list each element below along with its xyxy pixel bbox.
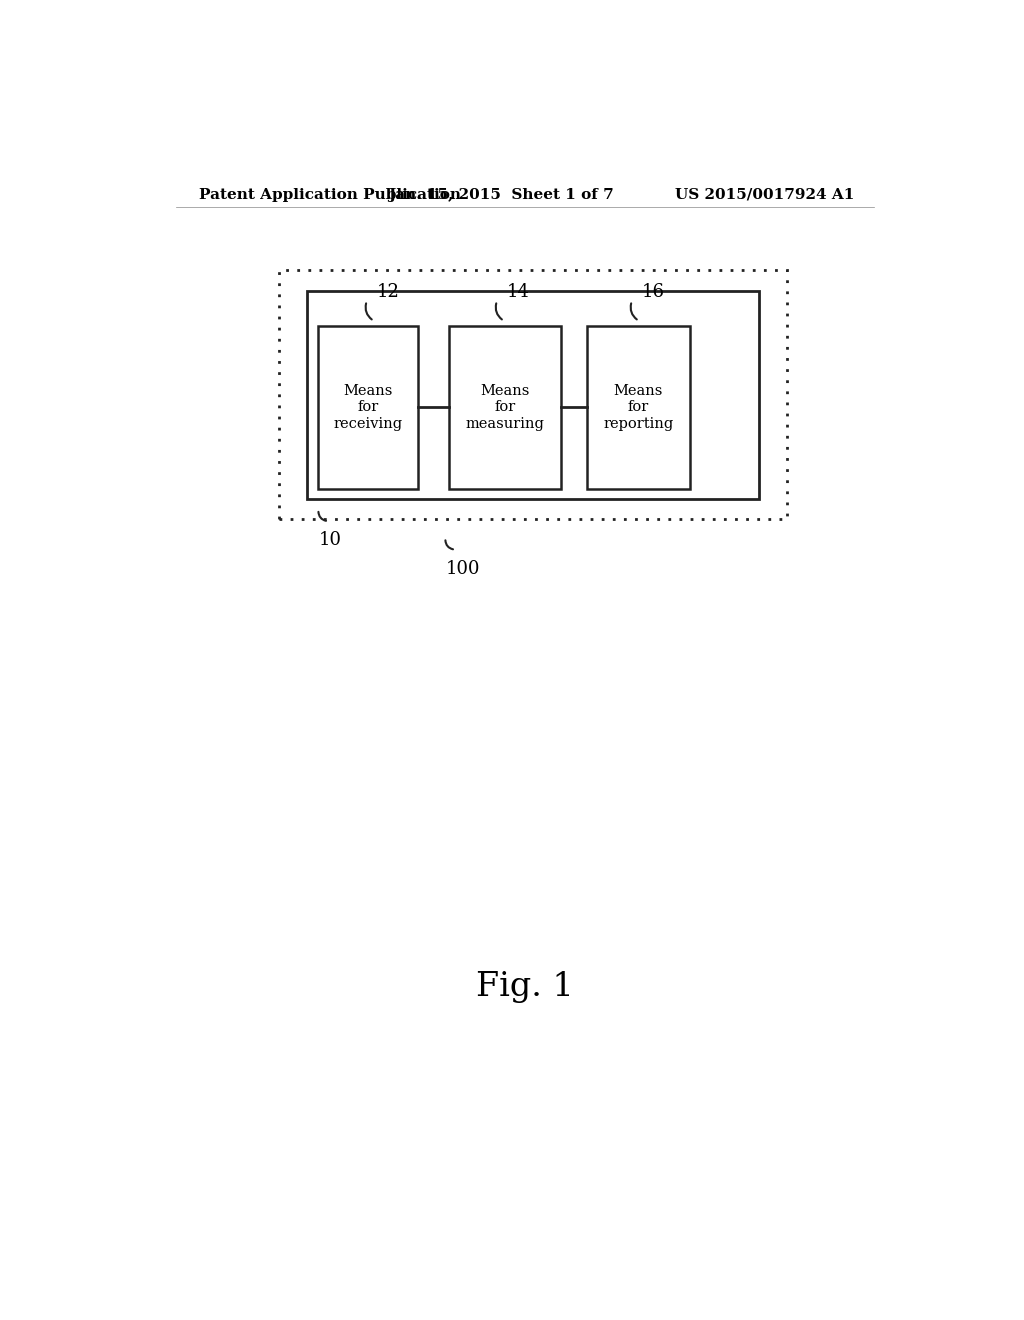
Text: 16: 16 bbox=[641, 282, 665, 301]
Bar bbox=[306, 290, 759, 499]
Text: 10: 10 bbox=[318, 532, 341, 549]
Text: Means
for
measuring: Means for measuring bbox=[466, 384, 545, 430]
Text: Fig. 1: Fig. 1 bbox=[476, 970, 573, 1003]
Bar bbox=[450, 326, 560, 488]
Text: 12: 12 bbox=[377, 282, 399, 301]
Text: 100: 100 bbox=[445, 560, 480, 578]
Bar bbox=[318, 326, 418, 488]
Bar bbox=[587, 326, 690, 488]
Text: Patent Application Publication: Patent Application Publication bbox=[200, 187, 462, 202]
Text: Means
for
reporting: Means for reporting bbox=[603, 384, 674, 430]
Bar bbox=[279, 271, 786, 519]
Text: Jan. 15, 2015  Sheet 1 of 7: Jan. 15, 2015 Sheet 1 of 7 bbox=[388, 187, 613, 202]
Text: US 2015/0017924 A1: US 2015/0017924 A1 bbox=[675, 187, 854, 202]
Text: Means
for
receiving: Means for receiving bbox=[334, 384, 402, 430]
Text: 14: 14 bbox=[507, 282, 529, 301]
